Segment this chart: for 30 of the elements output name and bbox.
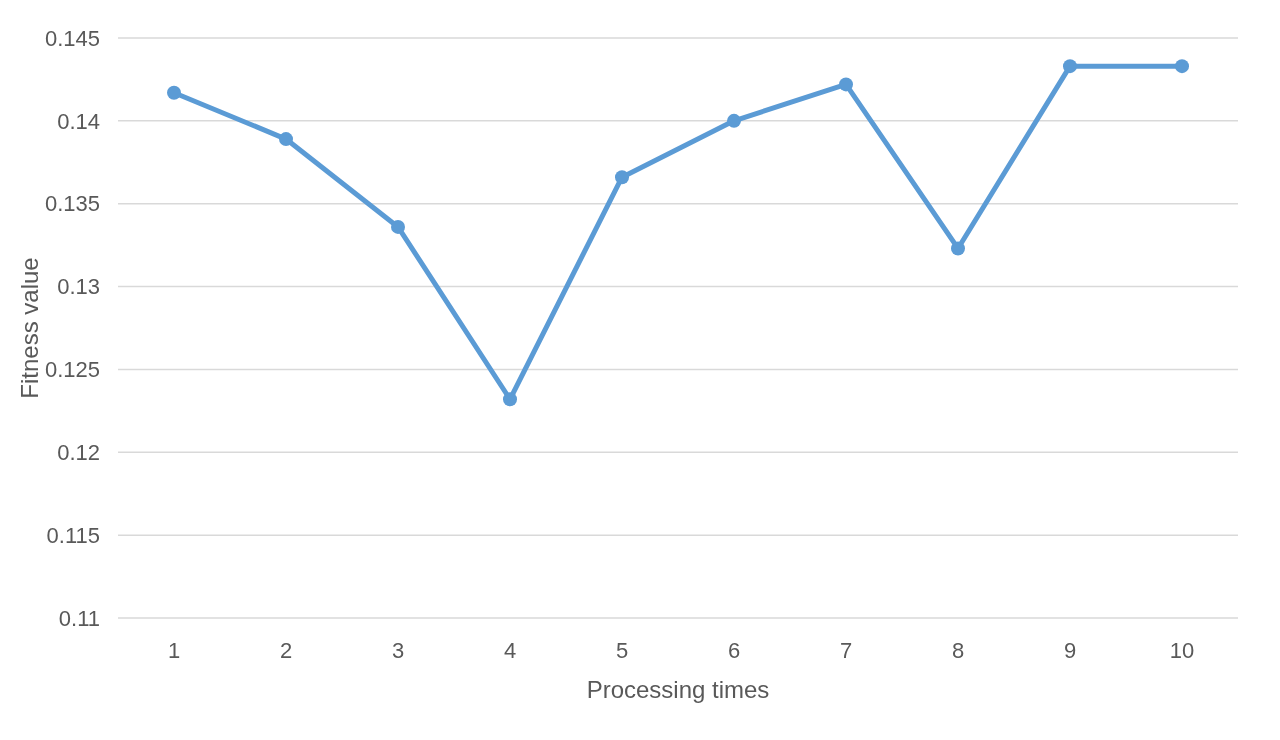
point [839, 77, 853, 92]
point [279, 132, 293, 147]
x-tick-label: 10 [1169, 638, 1195, 663]
y-tick-label: 0.14 [57, 108, 100, 134]
y-tick-label: 0.145 [44, 25, 100, 51]
point [727, 113, 741, 128]
point [1175, 59, 1189, 74]
x-tick-label: 7 [839, 638, 853, 663]
x-tick-label: 3 [391, 638, 405, 663]
x-axis-title: Processing times [586, 676, 770, 703]
point [951, 241, 965, 256]
y-tick-label: 0.13 [57, 274, 100, 300]
y-tick-label: 0.11 [58, 605, 100, 631]
y-tick-label: 0.135 [44, 191, 100, 217]
x-tick-label: 1 [167, 638, 181, 663]
y-tick-label: 0.125 [44, 357, 100, 383]
point [503, 392, 517, 407]
x-tick-label: 9 [1063, 638, 1077, 663]
point [615, 170, 629, 185]
point [167, 85, 181, 100]
x-tick-label: 6 [727, 638, 741, 663]
x-tick-label: 2 [279, 638, 293, 663]
x-tick-label: 5 [615, 638, 629, 663]
point [1063, 59, 1077, 74]
x-tick-label: 4 [503, 638, 517, 663]
x-tick-label: 8 [951, 638, 965, 663]
y-tick-label: 0.115 [46, 522, 100, 548]
y-axis-title: Fitness value [16, 257, 43, 399]
point [391, 219, 405, 234]
y-tick-label: 0.12 [57, 439, 100, 465]
